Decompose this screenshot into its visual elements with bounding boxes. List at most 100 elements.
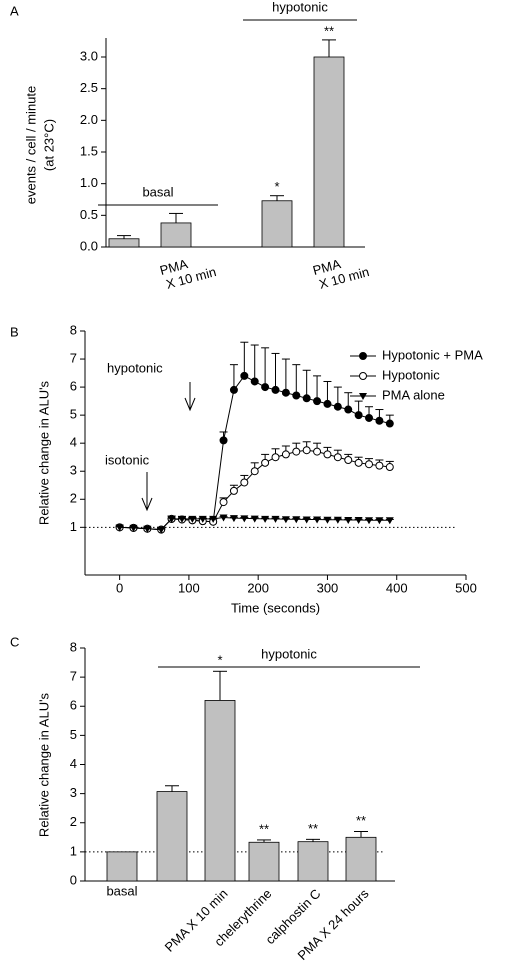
marker (229, 385, 238, 394)
legend-label: Hypotonic (382, 367, 440, 382)
marker (261, 383, 270, 392)
marker (261, 458, 270, 467)
marker (344, 517, 353, 525)
annotation: isotonic (105, 452, 150, 467)
marker (250, 377, 259, 386)
marker (219, 436, 228, 445)
marker (313, 397, 322, 406)
marker (302, 394, 311, 403)
marker (375, 416, 384, 425)
bar (108, 238, 140, 248)
x-tick-label: 300 (317, 580, 339, 595)
x-tick-label: 500 (455, 580, 477, 595)
panel-label: C (10, 634, 19, 649)
marker (313, 447, 322, 456)
y-tick-label: 1.0 (80, 175, 98, 190)
marker (354, 517, 363, 525)
marker (250, 515, 259, 523)
marker (143, 525, 152, 533)
series-line (119, 375, 390, 531)
y-tick-label: 3 (70, 463, 77, 478)
label-line: PMA (311, 257, 342, 279)
marker (292, 516, 301, 524)
marker (385, 517, 394, 525)
y-tick-label: 2.0 (80, 112, 98, 127)
marker (313, 516, 322, 524)
marker (177, 515, 186, 523)
y-tick-label: 2.5 (80, 80, 98, 95)
marker (323, 399, 332, 408)
bar (248, 841, 280, 882)
significance: * (217, 653, 222, 668)
y-tick-label: 5 (70, 727, 77, 742)
bar (345, 836, 377, 882)
group-label: hypotonic (261, 646, 317, 661)
marker (167, 515, 176, 523)
x-tick-label: 400 (386, 580, 408, 595)
y-tick-label: 8 (70, 639, 77, 654)
y-tick-label: 2 (70, 491, 77, 506)
y-tick-label: 6 (70, 379, 77, 394)
marker (281, 516, 290, 524)
marker (240, 515, 249, 523)
x-tick-label: 200 (247, 580, 269, 595)
bar (313, 56, 345, 248)
label-line: PMA (158, 257, 189, 279)
annotation-arrow (141, 472, 153, 512)
marker (359, 393, 367, 400)
marker (333, 453, 342, 462)
marker (240, 478, 249, 487)
legend-label: Hypotonic + PMA (382, 347, 483, 362)
x-axis-label: Time (seconds) (231, 600, 320, 615)
marker (250, 467, 259, 476)
significance: ** (308, 821, 318, 836)
y-tick-label: 0.5 (80, 207, 98, 222)
marker (375, 517, 384, 525)
marker (344, 405, 353, 414)
y-tick-label: 3 (70, 785, 77, 800)
x-tick-label: PMAX 10 min (158, 250, 218, 293)
marker (281, 450, 290, 459)
marker (365, 517, 374, 525)
bar (160, 222, 192, 248)
group-label: basal (142, 184, 173, 199)
x-tick-label: 100 (178, 580, 200, 595)
panel-label: A (10, 3, 19, 18)
legend-label: PMA alone (382, 387, 445, 402)
y-tick-label: 5 (70, 407, 77, 422)
bar (204, 700, 236, 882)
significance: * (274, 179, 279, 194)
y-tick-label: 7 (70, 669, 77, 684)
marker (229, 515, 238, 523)
bar (106, 851, 138, 882)
marker (375, 461, 384, 470)
marker (323, 516, 332, 524)
y-axis-label: events / cell / minute (23, 86, 38, 205)
group-label: hypotonic (272, 0, 328, 14)
y-tick-label: 3.0 (80, 48, 98, 63)
marker (354, 411, 363, 420)
y-tick-label: 1 (70, 843, 77, 858)
marker (115, 524, 124, 532)
x-tick-label: PMAX 10 min (311, 250, 371, 293)
y-tick-label: 1 (70, 519, 77, 534)
y-axis-label: Relative change in ALU's (36, 380, 51, 525)
marker (229, 486, 238, 495)
significance: ** (259, 821, 269, 836)
significance: ** (356, 813, 366, 828)
marker (292, 391, 301, 400)
y-tick-label: 7 (70, 350, 77, 365)
panel-label: B (10, 324, 19, 339)
y-tick-label: 0.0 (80, 238, 98, 253)
marker (365, 460, 374, 469)
marker (385, 419, 394, 428)
y-tick-label: 1.5 (80, 143, 98, 158)
x-tick-label: 0 (116, 580, 123, 595)
y-tick-label: 6 (70, 698, 77, 713)
y-tick-label: 2 (70, 814, 77, 829)
marker (354, 458, 363, 467)
y-tick-label: 0 (70, 872, 77, 887)
marker (271, 385, 280, 394)
marker (198, 515, 207, 523)
x-tick-label: basal (106, 883, 137, 898)
